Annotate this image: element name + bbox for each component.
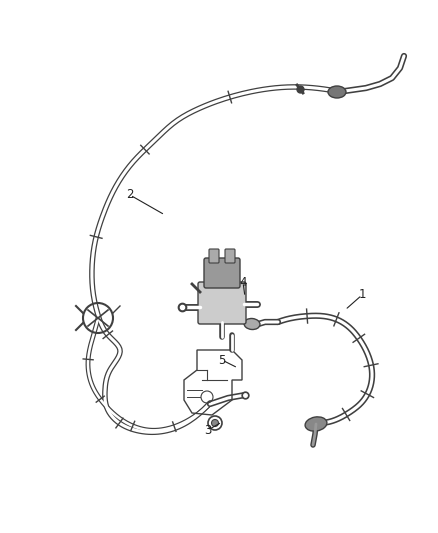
Ellipse shape	[328, 86, 346, 98]
Text: 1: 1	[358, 288, 366, 302]
Text: 5: 5	[218, 353, 226, 367]
FancyBboxPatch shape	[198, 282, 246, 324]
FancyBboxPatch shape	[209, 249, 219, 263]
Text: 3: 3	[204, 424, 212, 437]
Ellipse shape	[305, 417, 327, 431]
Text: 4: 4	[239, 276, 247, 288]
FancyBboxPatch shape	[225, 249, 235, 263]
FancyBboxPatch shape	[204, 258, 240, 288]
Ellipse shape	[244, 319, 260, 329]
Circle shape	[212, 419, 219, 426]
Text: 2: 2	[126, 189, 134, 201]
